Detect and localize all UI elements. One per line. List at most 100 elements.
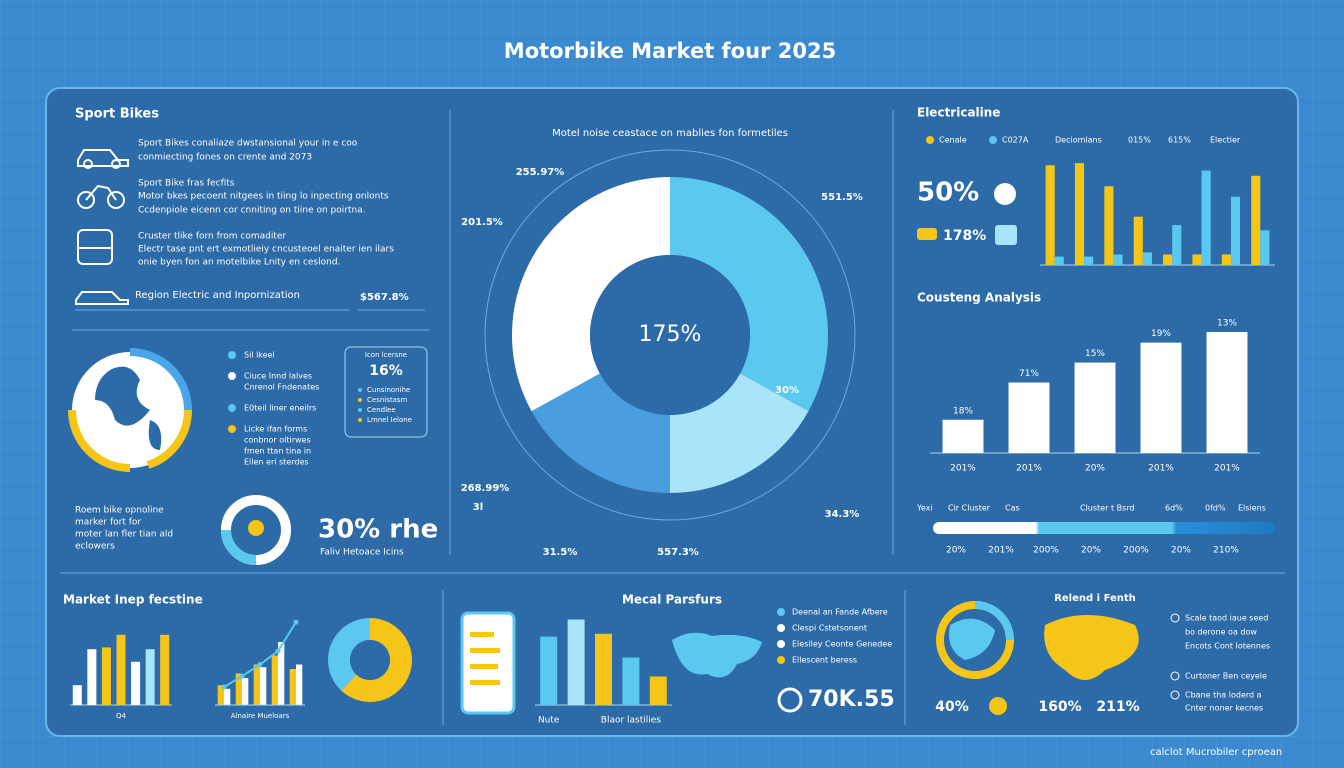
bar — [1201, 170, 1211, 265]
annotation: 34.3% — [825, 509, 860, 520]
bar — [160, 634, 170, 705]
note-text: Cbane tha loderd a — [1185, 691, 1262, 700]
pie-slice — [328, 618, 370, 691]
legend-dot — [358, 398, 362, 402]
legend-dot — [777, 608, 785, 616]
legend-dot — [358, 388, 362, 392]
annotation: 31.5% — [543, 547, 578, 558]
legend-text: C027A — [1002, 136, 1029, 145]
box-item: Cunsinonihe — [367, 386, 410, 394]
region-value: 160% — [1038, 699, 1081, 715]
world-map — [672, 632, 762, 678]
bar — [1074, 362, 1116, 453]
scale-header: Cas — [1005, 504, 1020, 513]
page-title: Motorbike Market four 2025 — [504, 39, 836, 63]
bar — [1045, 165, 1055, 265]
bar — [1172, 225, 1182, 265]
legend-text: Deenal an Fande Afbere — [792, 608, 888, 617]
note-dot — [1170, 671, 1180, 681]
legend-dot — [777, 640, 785, 648]
box-item: Lmnel Ielone — [367, 416, 412, 424]
annotation: 201.5% — [461, 217, 503, 228]
pie-slice — [670, 373, 809, 493]
bar — [942, 419, 984, 453]
scale-label: 200% — [1033, 546, 1059, 556]
item-text: Electr tase pnt ert exmotlieiy cncusteoe… — [138, 245, 394, 255]
bar — [296, 664, 303, 705]
globe — [68, 348, 192, 472]
legend-text: Ciuce Innd lalves — [244, 372, 312, 381]
box-item: Cesnistasm — [367, 396, 408, 404]
item-text: conmiecting fones on crente and 2073 — [138, 153, 312, 163]
legend-dot — [228, 351, 236, 359]
bar — [1192, 254, 1202, 265]
ring-text: eclowers — [75, 542, 115, 552]
legend-text: Ellescent beress — [792, 656, 857, 665]
legend-text: fmen ttan tina in — [244, 447, 311, 456]
legend-dot — [228, 404, 236, 412]
bar-annotation: 18% — [953, 406, 973, 416]
annotation: 557.3% — [657, 547, 699, 558]
bar — [271, 655, 278, 705]
pie-slice — [511, 177, 671, 412]
bar — [649, 676, 667, 705]
item-text: Sport Bike fras fecfits — [138, 179, 235, 189]
legend-text: Elesiley Ceonte Genedee — [792, 640, 892, 649]
bar-annotation: 13% — [1217, 318, 1237, 328]
scale-header: 0fd% — [1205, 504, 1226, 513]
value-icon — [777, 687, 803, 713]
scale-header: Yexi — [916, 504, 933, 513]
scale-label: 210% — [1213, 546, 1239, 556]
small-ring — [221, 495, 291, 565]
item-text: Cruster tlike forn from comaditer — [138, 232, 286, 242]
legend-dot — [358, 418, 362, 422]
ring-caption: Faliv Hetoace Icins — [320, 548, 404, 558]
bar — [101, 647, 111, 705]
center-label: 175% — [639, 322, 702, 347]
box-title: Icon lcersne — [365, 351, 407, 359]
legend-dot — [777, 624, 785, 632]
bar — [1140, 342, 1182, 453]
info-box — [344, 346, 428, 438]
item-text: Ccdenpiole eicenn cor cnniting on tiine … — [138, 206, 366, 216]
bar — [1133, 216, 1143, 265]
bar — [1008, 382, 1050, 453]
region-value: 211% — [1096, 699, 1139, 715]
bar — [1230, 196, 1241, 265]
bar — [116, 634, 126, 705]
bar-annotation: 19% — [1151, 329, 1171, 339]
chart-title: Electricaline — [917, 106, 1000, 120]
note-text: Cnter noner kecnes — [1185, 704, 1263, 713]
bar — [540, 636, 558, 705]
bar — [235, 673, 242, 705]
bar — [242, 678, 249, 705]
bar — [131, 661, 141, 705]
icons-electric — [917, 183, 1017, 245]
regional-map — [936, 601, 1139, 715]
annotation: 268.99% — [461, 483, 510, 494]
bar — [145, 649, 155, 705]
header-text: 015% — [1128, 136, 1151, 145]
bar-annotation: 71% — [1019, 369, 1039, 379]
pie-slice — [341, 618, 413, 702]
x-tick-label: 201% — [1148, 464, 1174, 474]
bar — [260, 667, 267, 705]
sport-icons — [75, 149, 129, 305]
x-tick-label: Blaor lastilies — [601, 716, 662, 726]
bar — [1251, 175, 1261, 265]
bar — [1074, 163, 1085, 265]
legend-text: Sil lkeel — [244, 351, 275, 360]
legend-dot — [989, 136, 997, 144]
chart-title: Mecal Parsfurs — [622, 593, 722, 607]
region-label: Region Electric and Inpornization — [135, 290, 300, 301]
bar — [1054, 256, 1064, 265]
bar — [1206, 331, 1248, 453]
bar — [595, 633, 612, 705]
legend-text: Cnrenol Fndenates — [244, 383, 319, 392]
bar — [567, 619, 585, 705]
bar — [1084, 256, 1094, 265]
legend-text: Ellen eri sterdes — [244, 458, 309, 467]
bar — [224, 688, 231, 705]
region-value: 40% — [935, 699, 969, 715]
pie-hole — [590, 255, 750, 415]
